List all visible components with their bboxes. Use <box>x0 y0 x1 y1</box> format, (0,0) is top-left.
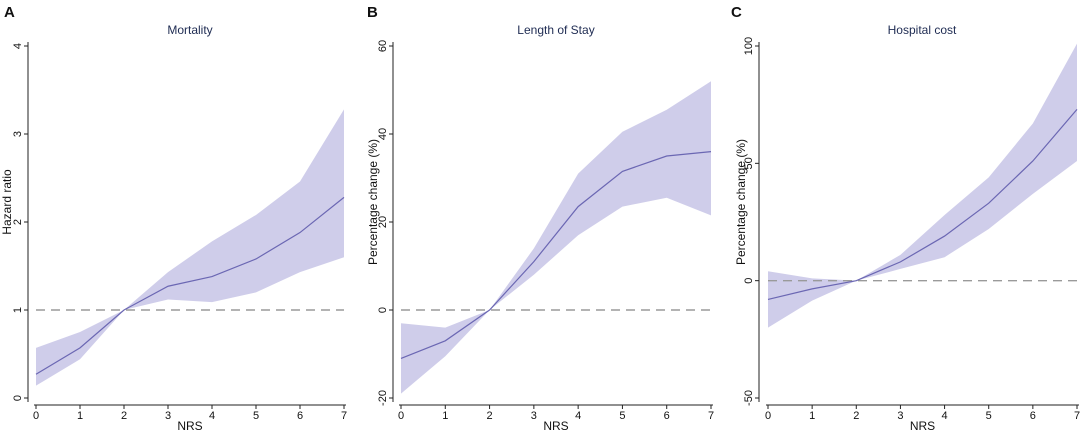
y-tick-label: 100 <box>743 37 755 55</box>
x-tick-label: 5 <box>619 410 625 422</box>
estimate-line <box>767 108 1078 301</box>
x-tick-label: 7 <box>708 410 714 422</box>
y-axis-label: Hazard ratio <box>0 169 14 235</box>
y-tick-label: 0 <box>12 395 24 401</box>
x-axis-label: NRS <box>910 419 935 431</box>
estimate-line <box>35 196 345 375</box>
confidence-band <box>768 43 1077 328</box>
x-tick-label: 7 <box>1074 410 1080 422</box>
x-tick-label: 0 <box>765 410 771 422</box>
x-tick-label: 6 <box>664 410 670 422</box>
panel-letter: B <box>367 4 378 21</box>
y-tick-label: 60 <box>377 40 389 52</box>
y-axis-label: Percentage change (%) <box>366 139 380 265</box>
y-tick-label: 40 <box>377 128 389 140</box>
x-tick-label: 0 <box>33 410 39 422</box>
x-tick-label: 1 <box>809 410 815 422</box>
y-tick-label: 0 <box>377 307 389 313</box>
x-tick-label: 3 <box>897 410 903 422</box>
x-tick-label: 4 <box>209 410 215 422</box>
x-tick-label: 6 <box>1030 410 1036 422</box>
confidence-band <box>36 109 344 386</box>
confidence-band <box>401 81 711 394</box>
x-axis-label: NRS <box>177 419 202 431</box>
x-tick-label: 3 <box>165 410 171 422</box>
y-axis-label: Percentage change (%) <box>734 139 748 265</box>
x-tick-label: 0 <box>398 410 404 422</box>
x-tick-label: 4 <box>942 410 948 422</box>
estimate-line <box>400 151 712 359</box>
x-tick-label: 6 <box>297 410 303 422</box>
y-tick-label: 2 <box>12 219 24 225</box>
panel-a: A Mortality 0 1 2 3 4 Hazard ratio 0 1 2 3 4 5 6 7 NRS <box>0 4 347 431</box>
panel-title: Mortality <box>167 23 212 37</box>
x-tick-label: 1 <box>77 410 83 422</box>
y-tick-label: 0 <box>743 278 755 284</box>
x-tick-label: 4 <box>575 410 581 422</box>
y-tick-label: 20 <box>377 216 389 228</box>
x-tick-label: 7 <box>341 410 347 422</box>
y-tick-label: 50 <box>743 157 755 169</box>
x-tick-label: 3 <box>531 410 537 422</box>
y-tick-label: -20 <box>377 390 389 406</box>
x-tick-label: 5 <box>253 410 259 422</box>
x-tick-label: 1 <box>442 410 448 422</box>
panel-letter: C <box>731 4 742 21</box>
y-tick-label: -50 <box>743 390 755 406</box>
panel-letter: A <box>4 4 15 21</box>
y-tick-label: 3 <box>12 131 24 137</box>
y-tick-label: 4 <box>12 43 24 49</box>
x-tick-label: 2 <box>853 410 859 422</box>
x-axis-label: NRS <box>543 419 568 431</box>
x-tick-label: 5 <box>986 410 992 422</box>
panel-title: Hospital cost <box>888 23 957 37</box>
x-tick-label: 2 <box>487 410 493 422</box>
panel-title: Length of Stay <box>517 23 594 37</box>
x-tick-label: 2 <box>121 410 127 422</box>
y-tick-label: 1 <box>12 307 24 313</box>
